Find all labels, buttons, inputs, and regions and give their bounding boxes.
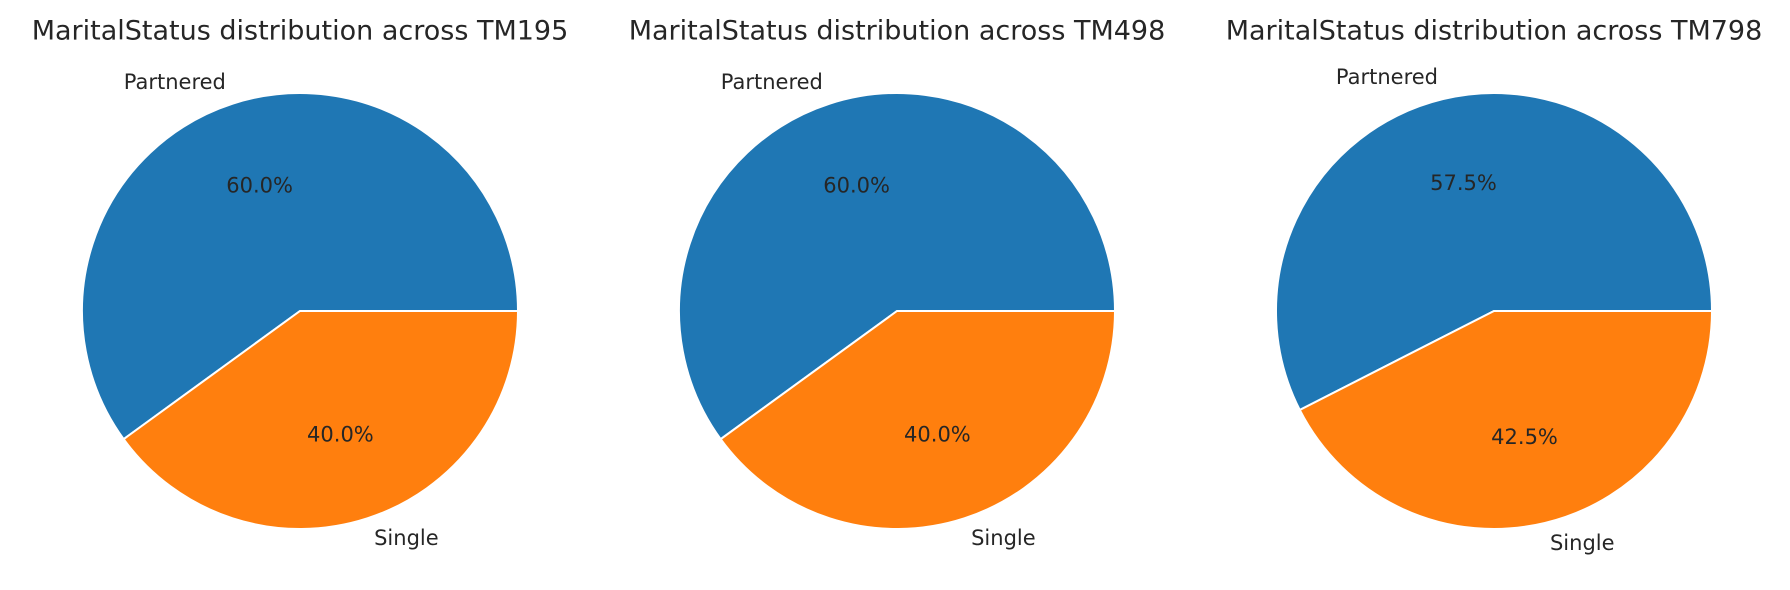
pie-slice-single <box>719 310 1117 530</box>
slice-label: Single <box>1550 531 1615 555</box>
percent-label: 40.0% <box>904 422 971 446</box>
percent-label: 57.5% <box>1430 171 1497 195</box>
percent-label: 42.5% <box>1491 425 1558 449</box>
slice-label: Single <box>374 526 439 550</box>
pie-slice-single <box>1298 310 1714 530</box>
pie-slice-partnered <box>81 92 520 441</box>
percent-label: 60.0% <box>823 174 890 198</box>
slice-label: Partnered <box>721 70 823 94</box>
chart-title: MaritalStatus distribution across TM498 <box>629 16 1166 47</box>
percent-label: 40.0% <box>307 422 374 446</box>
pie-slice-single <box>122 310 520 530</box>
pie-slice-partnered <box>1275 92 1714 412</box>
slice-label: Partnered <box>124 70 226 94</box>
pie-slice-partnered <box>678 92 1117 441</box>
percent-label: 60.0% <box>226 174 293 198</box>
slice-label: Single <box>971 526 1036 550</box>
pie-chart-3: MaritalStatus distribution across TM798 5… <box>1226 16 1763 556</box>
pie-chart-2: MaritalStatus distribution across TM498 6… <box>629 16 1166 551</box>
pie-chart-1: MaritalStatus distribution across TM195 6… <box>32 16 569 551</box>
chart-title: MaritalStatus distribution across TM195 <box>32 16 569 47</box>
slice-label: Partnered <box>1336 65 1438 89</box>
chart-title: MaritalStatus distribution across TM798 <box>1226 16 1763 47</box>
